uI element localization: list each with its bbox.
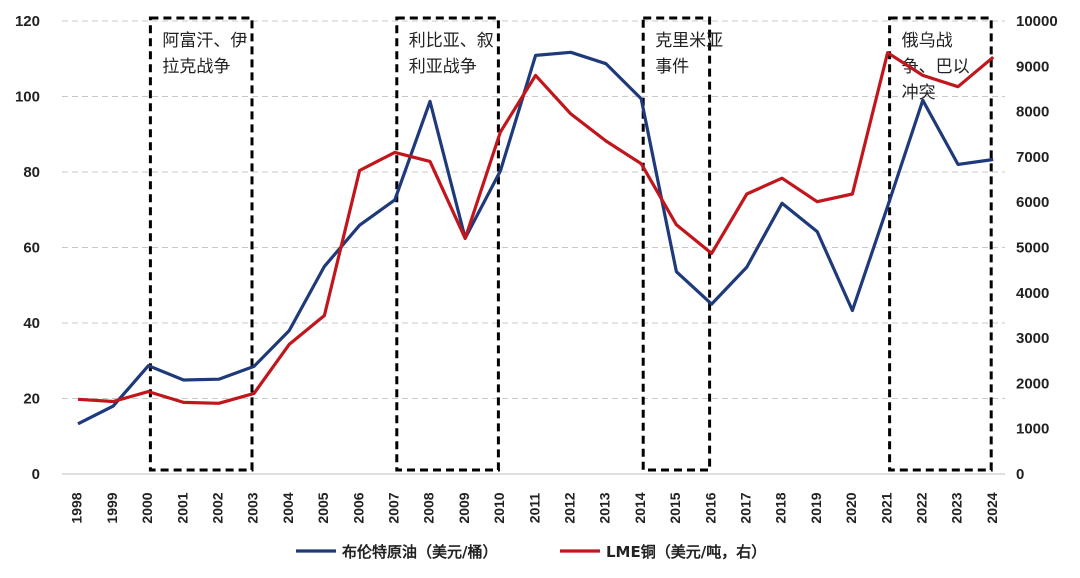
y-right-tick-label: 5000 <box>1016 240 1049 257</box>
brent-oil-line <box>77 50 994 426</box>
x-tick-label: 2022 <box>914 492 930 523</box>
event-box <box>395 16 500 472</box>
y-left-tick-label: 0 <box>32 466 40 483</box>
axes: 0 20 40 60 80 100 120 0 1000 2000 3000 4000 5000 6000… <box>15 13 1058 524</box>
x-tick-label: 2024 <box>984 492 1000 523</box>
y-right-tick-label: 7000 <box>1016 149 1049 166</box>
y-right-tick-label: 9000 <box>1016 58 1049 75</box>
x-tick-label: 2014 <box>632 492 648 523</box>
x-tick-label: 2011 <box>526 493 542 524</box>
y-right-tick-label: 3000 <box>1016 330 1049 347</box>
event-box <box>888 16 993 472</box>
y-right-tick-label: 2000 <box>1016 375 1049 392</box>
lme-copper-line <box>77 51 995 405</box>
y-left-tick-label: 20 <box>23 391 40 408</box>
x-tick-label: 2012 <box>562 492 578 523</box>
x-tick-label: 2004 <box>280 492 296 523</box>
x-tick-label: 2005 <box>315 492 331 523</box>
event-label: 利比亚、叙 <box>409 31 494 51</box>
x-tick-label: 2013 <box>597 492 613 523</box>
y-right-tick-label: 0 <box>1016 466 1024 483</box>
event-box <box>641 16 712 472</box>
x-tick-label: 2016 <box>702 492 718 523</box>
event-label: 利亚战争 <box>409 57 477 77</box>
event-label: 拉克战争 <box>162 57 230 77</box>
x-tick-label: 2021 <box>878 492 894 523</box>
x-tick-label: 2018 <box>773 492 789 523</box>
x-tick-label: 2017 <box>738 492 754 523</box>
x-tick-label: 2003 <box>245 492 261 523</box>
legend-label: LME铜（美元/吨，右） <box>606 543 766 561</box>
y-right-tick-label: 10000 <box>1016 13 1058 30</box>
y-right-tick-label: 4000 <box>1016 285 1049 302</box>
x-tick-label: 2019 <box>808 492 824 523</box>
x-tick-label: 2006 <box>350 492 366 523</box>
x-tick-label: 1998 <box>69 492 85 523</box>
x-tick-label: 2002 <box>210 492 226 523</box>
x-tick-label: 2015 <box>667 492 683 523</box>
event-label: 俄乌战 <box>902 31 953 51</box>
x-tick-label: 2008 <box>421 492 437 523</box>
legend-label: 布伦特原油（美元/桶） <box>342 543 497 561</box>
x-tick-label: 2000 <box>139 492 155 523</box>
x-tick-label: 2010 <box>491 492 507 523</box>
x-tick-label: 1999 <box>104 492 120 523</box>
y-right-tick-label: 1000 <box>1016 421 1049 438</box>
y-left-tick-label: 60 <box>23 240 40 257</box>
y-right-tick-label: 8000 <box>1016 104 1049 121</box>
y-left-tick-label: 40 <box>23 315 40 332</box>
x-tick-label: 2007 <box>386 492 402 523</box>
event-box <box>148 16 254 472</box>
event-label: 阿富汗、伊 <box>162 31 247 51</box>
x-tick-label: 2023 <box>949 492 965 523</box>
y-left-tick-label: 120 <box>15 13 40 30</box>
x-tick-label: 2009 <box>456 492 472 523</box>
x-tick-label: 2001 <box>174 492 190 523</box>
gridlines <box>62 20 1005 399</box>
y-right-tick-label: 6000 <box>1016 194 1049 211</box>
event-label: 冲突 <box>902 83 936 103</box>
legend: 布伦特原油（美元/桶） LME铜（美元/吨，右） <box>296 543 766 561</box>
y-left-tick-label: 100 <box>15 89 40 106</box>
event-label: 事件 <box>655 57 689 77</box>
x-tick-label: 2020 <box>843 492 859 523</box>
series-lines <box>77 50 995 426</box>
event-label: 克里米亚 <box>655 31 723 51</box>
y-left-tick-label: 80 <box>23 164 40 181</box>
